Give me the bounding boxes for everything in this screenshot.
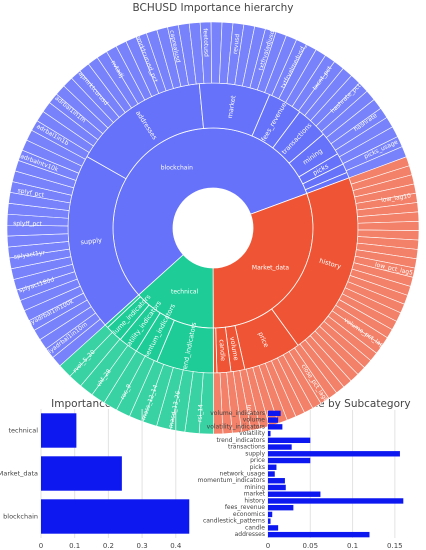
category-bar[interactable] bbox=[41, 499, 190, 534]
y-tick-label: transactions bbox=[228, 444, 265, 451]
x-tick-label: 0.05 bbox=[302, 542, 318, 550]
y-tick-label: volatility bbox=[239, 430, 265, 437]
x-tick-label: 0.2 bbox=[103, 542, 114, 550]
subcategory-bar[interactable] bbox=[268, 457, 311, 464]
sunburst-subcategory-label: supply bbox=[80, 236, 102, 246]
x-tick-label: 0.3 bbox=[137, 542, 148, 550]
sunburst-title: BCHUSD Importance hierarchy bbox=[132, 2, 294, 14]
sunburst-feature-segment[interactable] bbox=[357, 220, 420, 231]
sunburst-subcategory-label: market bbox=[226, 94, 237, 118]
y-tick-label: supply bbox=[245, 450, 265, 457]
y-tick-label: addresses bbox=[235, 531, 265, 538]
subcategory-bar[interactable] bbox=[268, 430, 271, 437]
subcategory-bar[interactable] bbox=[268, 518, 271, 524]
sunburst-feature-label: rsi_14 bbox=[196, 404, 204, 423]
sunburst-feature-segment[interactable] bbox=[59, 324, 113, 377]
subcategory-bar[interactable] bbox=[268, 478, 285, 484]
subcategory-bar[interactable] bbox=[268, 444, 292, 450]
x-tick-label: 0 bbox=[266, 542, 270, 550]
y-tick-label: momentum_indicators bbox=[198, 477, 265, 484]
subcategory-bar[interactable] bbox=[268, 410, 281, 417]
sunburst-category-label: Market_data bbox=[252, 264, 289, 271]
subcategory-bar[interactable] bbox=[268, 504, 294, 511]
subcategory-bar-chart: 0 0.05 0.1 0.15 addressescandlecandlestick_p… bbox=[198, 410, 404, 550]
y-tick-label: blockchain bbox=[3, 513, 38, 521]
sunburst-feature-label: splyff_pct bbox=[13, 220, 43, 228]
y-tick-label: market bbox=[244, 491, 266, 498]
x-tick-label: 0.15 bbox=[387, 542, 403, 550]
y-tick-label: picks bbox=[250, 464, 265, 471]
sunburst-feature-label: splyact1yr bbox=[13, 249, 46, 261]
sunburst-subcategory-label: candle bbox=[217, 339, 227, 361]
category-bar[interactable] bbox=[41, 413, 77, 448]
x-tick-label: 0.1 bbox=[347, 542, 358, 550]
subcategory-bar[interactable] bbox=[268, 491, 321, 497]
subcategory-bar[interactable] bbox=[268, 437, 311, 444]
sunburst-feature-label: revusd bbox=[232, 33, 242, 54]
subcategory-bar[interactable] bbox=[268, 424, 283, 430]
y-tick-label: volatility_indicators bbox=[207, 423, 265, 430]
subcategory-bar[interactable] bbox=[268, 471, 275, 477]
subcategory-bar[interactable] bbox=[268, 511, 273, 518]
y-tick-label: technical bbox=[8, 427, 38, 435]
y-tick-label: volume bbox=[243, 417, 266, 424]
x-tick-label: 0.4 bbox=[170, 542, 182, 550]
y-tick-label: volume_indicators bbox=[210, 410, 265, 417]
x-tick-label: 0 bbox=[39, 542, 43, 550]
sunburst-category-label: technical bbox=[171, 288, 199, 295]
y-tick-label: fees_revenue bbox=[225, 504, 265, 511]
category-bar-chart: 0 0.1 0.2 0.3 0.4 blockchain Market_data techni… bbox=[0, 409, 190, 550]
subcategory-bar[interactable] bbox=[268, 417, 279, 423]
sunburst-feature-label: low_lag10 bbox=[381, 192, 412, 204]
x-tick-label: 0.1 bbox=[69, 542, 80, 550]
category-bar[interactable] bbox=[41, 456, 122, 491]
y-tick-label: candle bbox=[245, 524, 265, 531]
y-tick-label: network_usage bbox=[220, 471, 266, 478]
y-tick-label: Market_data bbox=[0, 470, 38, 478]
y-tick-label: trend_indicators bbox=[216, 437, 265, 444]
subcategory-bar[interactable] bbox=[268, 498, 404, 504]
y-tick-label: price bbox=[250, 457, 265, 464]
sunburst-category-label: blockchain bbox=[161, 165, 193, 172]
subcategory-bar[interactable] bbox=[268, 531, 370, 538]
sunburst-feature-label: feetotusd bbox=[202, 28, 210, 57]
subcategory-bar[interactable] bbox=[268, 464, 277, 470]
subcategory-bar[interactable] bbox=[268, 525, 279, 531]
sunburst-feature-label: low bbox=[244, 404, 253, 415]
y-tick-label: history bbox=[244, 497, 265, 504]
subcategory-bar[interactable] bbox=[268, 484, 286, 491]
y-tick-label: mining bbox=[244, 484, 265, 491]
subcategory-bar[interactable] bbox=[268, 451, 400, 457]
y-tick-label: economics bbox=[233, 511, 265, 518]
y-tick-label: candlestick_patterns bbox=[203, 518, 265, 525]
